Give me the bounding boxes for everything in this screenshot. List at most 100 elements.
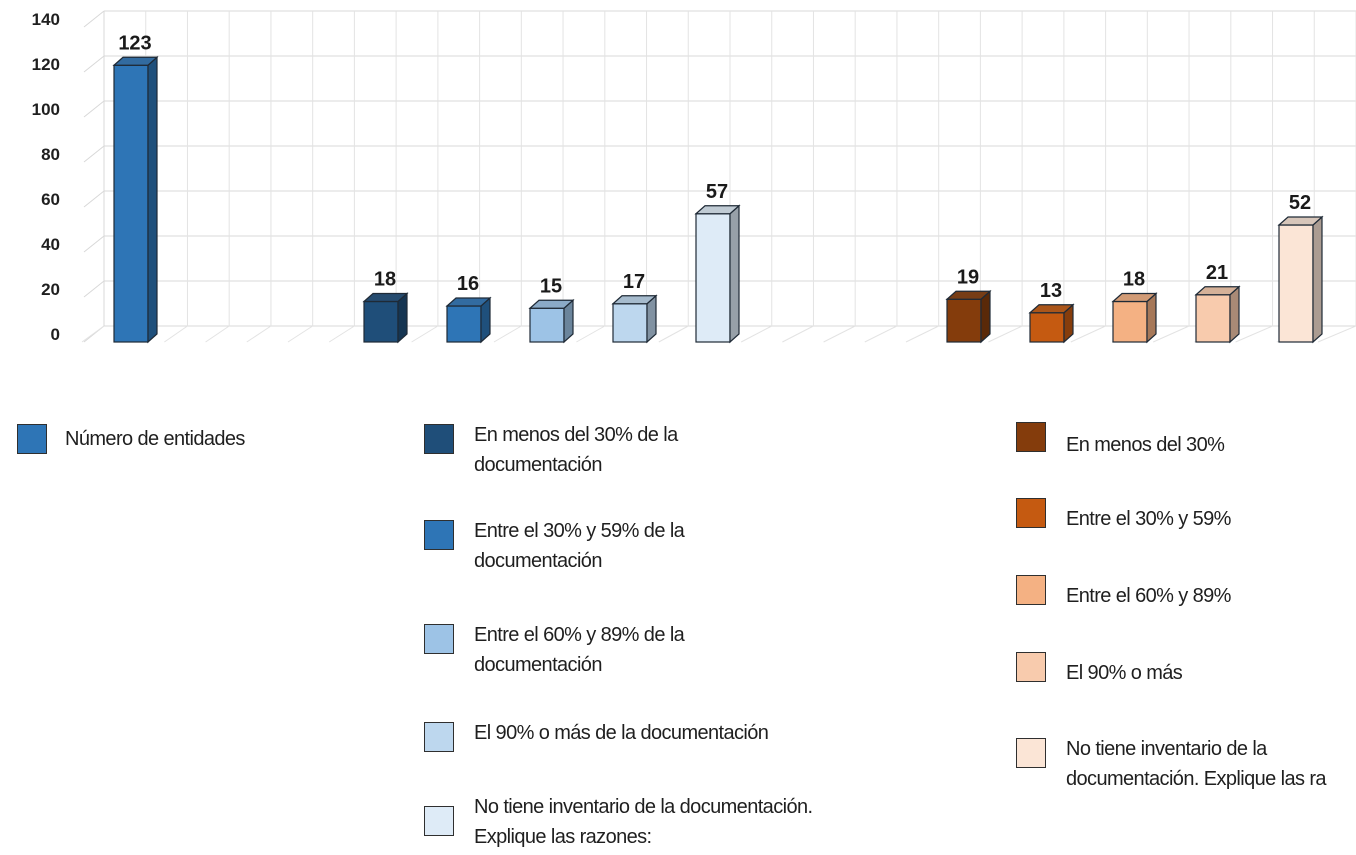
gridline-floor (823, 325, 856, 343)
y-tick-label: 60 (41, 190, 60, 209)
bar: 21 (1194, 262, 1241, 344)
bar-front (1278, 224, 1314, 343)
legend-item-orange-90-mas: El 90% o más (1016, 652, 1183, 688)
legend-swatch (424, 722, 454, 752)
data-label: 21 (1206, 262, 1228, 284)
legend-item-numero-entidades: Número de entidades (17, 424, 245, 454)
bar-front (446, 305, 482, 343)
legend-label: No tiene inventario de la documentación.… (474, 796, 813, 848)
legend-label: En menos del 30% (1066, 434, 1225, 456)
y-tick-label: 0 (51, 325, 60, 344)
legend-item-orange-no-inventario: No tiene inventario de la documentación.… (1016, 734, 1356, 794)
bar: 19 (945, 266, 992, 344)
bars: 123 18 16 15 17 57 19 13 18 21 52 (112, 32, 1324, 344)
bar-front (695, 213, 731, 343)
bar-chart: 0 20 40 60 80 100 120 140 123 18 16 15 17 57 19 13 18 21 5… (32, 10, 1356, 344)
legend-swatch (424, 624, 454, 654)
gridline-wall (83, 10, 105, 28)
legend-item-orange-60-89: Entre el 60% y 89% (1016, 575, 1231, 611)
gridline-floor (411, 325, 439, 343)
legend-item-blue-menos-30: En menos del 30% de la documentación (424, 420, 724, 480)
legend-item-orange-menos-30: En menos del 30% (1016, 422, 1225, 460)
y-tick-label: 140 (32, 10, 60, 29)
gridline-floor (81, 325, 105, 343)
legend-swatch (1016, 575, 1046, 605)
bar-top (945, 290, 992, 300)
bar-top (611, 295, 658, 305)
gridline-floor (782, 325, 814, 343)
gridline-floor (576, 325, 606, 343)
gridline-floor (740, 325, 772, 343)
gridline-wall (83, 190, 105, 208)
gridline-floor (1235, 325, 1273, 343)
legend-item-orange-30-59: Entre el 30% y 59% (1016, 498, 1231, 534)
legend-swatch (424, 520, 454, 550)
gridline-floor (287, 325, 313, 343)
bar: 18 (362, 269, 409, 344)
legend-swatch (1016, 738, 1046, 768)
data-label: 19 (957, 266, 979, 288)
gridline-floor (1317, 325, 1356, 343)
legend-item-blue-30-59: Entre el 30% y 59% de la documentación (424, 516, 724, 576)
bar: 16 (445, 273, 492, 344)
gridline-floor (1152, 325, 1190, 343)
gridline-wall (83, 280, 105, 298)
data-label: 18 (374, 269, 396, 291)
data-label: 52 (1289, 192, 1311, 214)
legend-label: El 90% o más (1066, 662, 1183, 684)
bar-front (529, 307, 565, 343)
gridline-floor (864, 325, 898, 343)
gridline-floor (328, 325, 355, 343)
legend-label: Entre el 30% y 59% (1066, 508, 1231, 530)
data-label: 18 (1123, 269, 1145, 291)
gridline-floor (988, 325, 1023, 343)
y-tick-label: 20 (41, 280, 60, 299)
bar: 57 (694, 181, 741, 344)
gridline-wall (83, 235, 105, 253)
legend-swatch (1016, 498, 1046, 528)
gridline-floor (205, 325, 230, 343)
legend-label: Entre el 60% y 89% (1066, 585, 1231, 607)
data-label: 16 (457, 273, 479, 295)
legend-swatch (1016, 422, 1046, 452)
gridline-floor (246, 325, 272, 343)
bar-top (1194, 286, 1241, 296)
bar-top (528, 299, 575, 309)
bar-top (694, 205, 741, 215)
y-tick-label: 100 (32, 100, 60, 119)
y-tick-label: 80 (41, 145, 60, 164)
y-axis: 0 20 40 60 80 100 120 140 (32, 10, 60, 344)
legend-swatch (17, 424, 47, 454)
legend-swatch (424, 806, 454, 836)
legend-swatch (1016, 652, 1046, 682)
gridline-floor (164, 325, 188, 343)
bar: 13 (1028, 280, 1075, 344)
legend-item-blue-no-inventario: No tiene inventario de la documentación.… (424, 792, 834, 852)
bar-top (445, 297, 492, 307)
bar-top (112, 56, 159, 66)
legend-label: Entre el 60% y 89% de la documentación (474, 624, 685, 676)
data-label: 57 (706, 181, 728, 203)
gridline-wall (83, 100, 105, 118)
legend-label: En menos del 30% de la documentación (474, 424, 678, 476)
gridline-floor (905, 325, 939, 343)
bar-front (363, 300, 399, 343)
legend-label: El 90% o más de la documentación (474, 722, 769, 744)
legend-label: Entre el 30% y 59% de la documentación (474, 520, 685, 572)
data-label: 123 (118, 32, 151, 54)
bar-top (1277, 216, 1324, 226)
y-tick-label: 40 (41, 235, 60, 254)
legend-label: Número de entidades (65, 428, 245, 450)
legend-swatch (424, 424, 454, 454)
bar: 123 (112, 32, 159, 344)
data-label: 15 (540, 275, 562, 297)
bar-top (1111, 292, 1158, 303)
bar: 15 (528, 275, 575, 344)
gridline-wall (83, 145, 105, 163)
gridline-floor (658, 325, 689, 343)
bar: 18 (1111, 269, 1158, 344)
data-label: 17 (623, 271, 645, 293)
gridline-floor (493, 325, 522, 343)
legend-item-blue-90-mas: El 90% o más de la documentación (424, 718, 854, 752)
